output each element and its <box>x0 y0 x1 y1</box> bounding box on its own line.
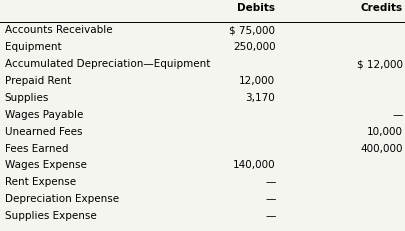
Text: Depreciation Expense: Depreciation Expense <box>5 194 119 204</box>
Text: Wages Expense: Wages Expense <box>5 160 87 170</box>
Text: Supplies Expense: Supplies Expense <box>5 211 97 221</box>
Text: 400,000: 400,000 <box>360 143 403 154</box>
Text: 250,000: 250,000 <box>233 42 275 52</box>
Text: —: — <box>265 211 275 221</box>
Text: Rent Expense: Rent Expense <box>5 177 76 187</box>
Text: Credits: Credits <box>361 3 403 13</box>
Text: Fees Earned: Fees Earned <box>5 143 68 154</box>
Text: —: — <box>265 177 275 187</box>
Text: $ 75,000: $ 75,000 <box>229 25 275 36</box>
Text: 3,170: 3,170 <box>246 93 275 103</box>
Text: Prepaid Rent: Prepaid Rent <box>5 76 71 86</box>
Text: Debits: Debits <box>237 3 275 13</box>
Text: Accumulated Depreciation—Equipment: Accumulated Depreciation—Equipment <box>5 59 210 69</box>
Text: 12,000: 12,000 <box>239 76 275 86</box>
Text: Supplies: Supplies <box>5 93 49 103</box>
Text: Unearned Fees: Unearned Fees <box>5 127 82 137</box>
Text: —: — <box>265 194 275 204</box>
Text: —: — <box>392 110 403 120</box>
Text: Equipment: Equipment <box>5 42 62 52</box>
Text: 10,000: 10,000 <box>367 127 403 137</box>
Text: Wages Payable: Wages Payable <box>5 110 83 120</box>
Text: Accounts Receivable: Accounts Receivable <box>5 25 113 36</box>
Text: $ 12,000: $ 12,000 <box>357 59 403 69</box>
Text: 140,000: 140,000 <box>233 160 275 170</box>
